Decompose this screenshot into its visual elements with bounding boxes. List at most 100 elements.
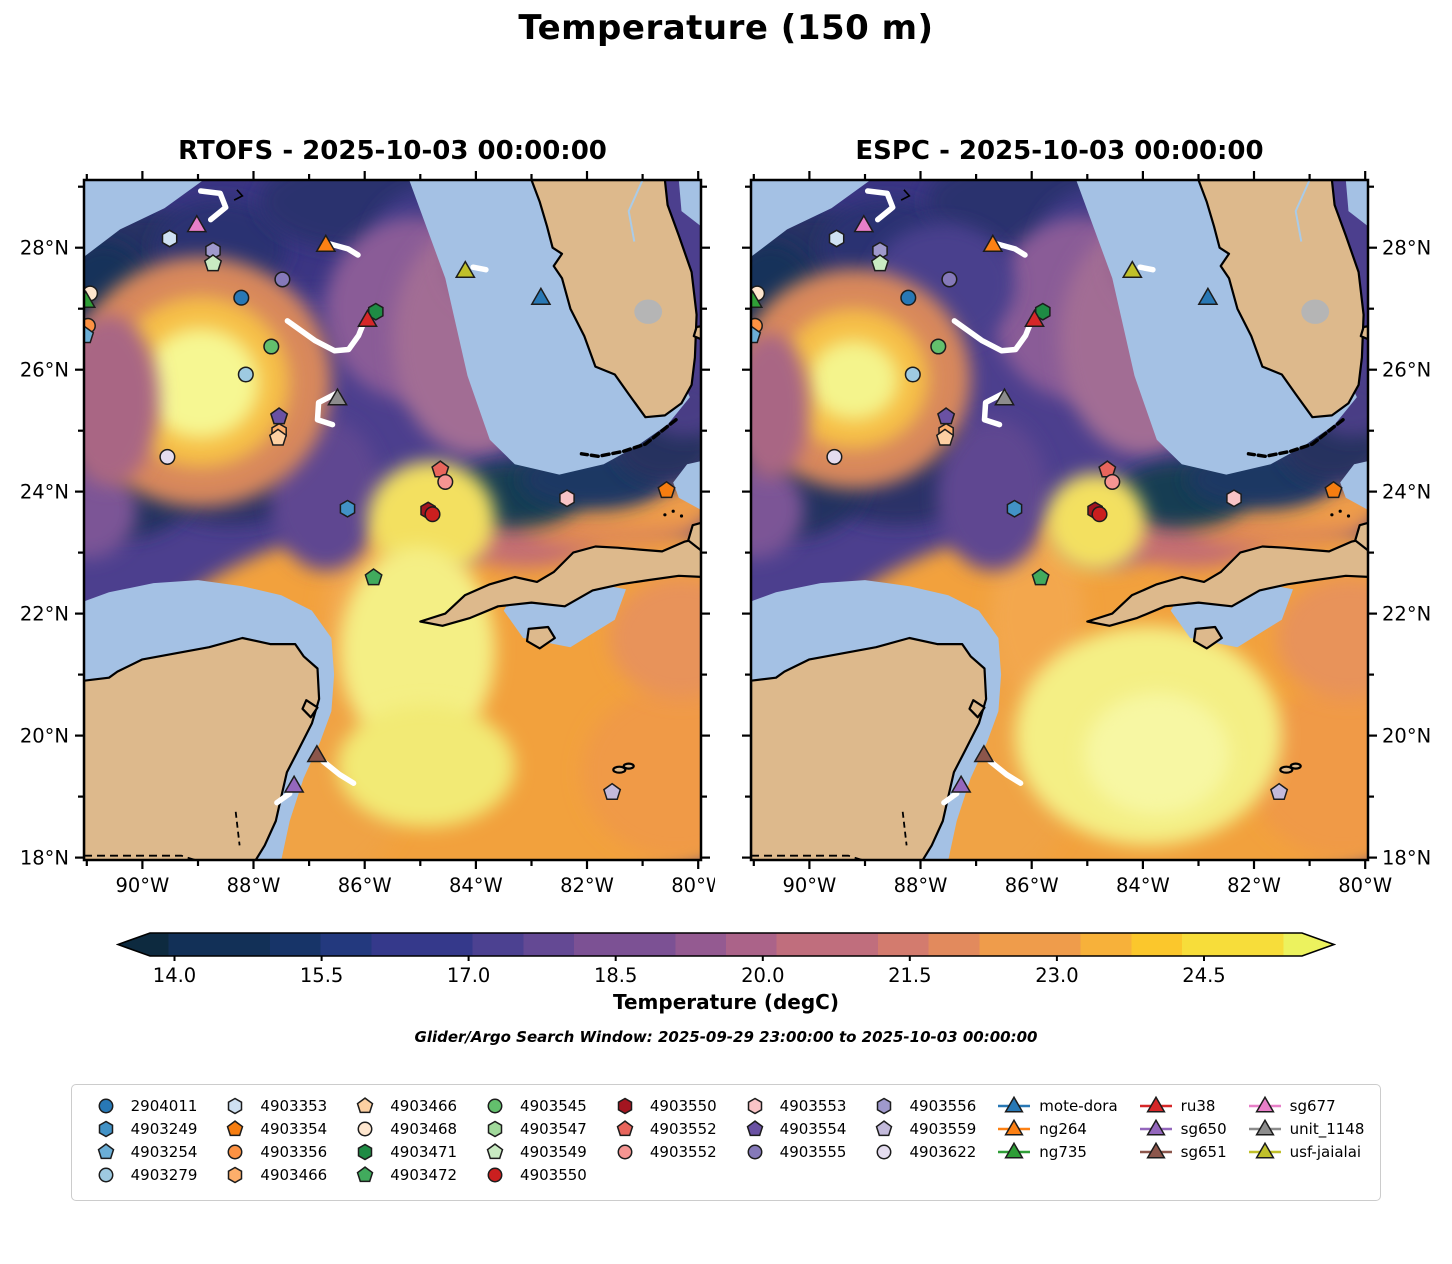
legend-marker-icon xyxy=(98,1098,114,1114)
legend-marker-4903552 xyxy=(617,1144,633,1160)
axis-ticks xyxy=(75,171,710,869)
legend-item-4903545: 4903545 xyxy=(477,1095,587,1117)
axis-ticks xyxy=(742,171,1377,869)
lat-tick-label: 26°N xyxy=(20,359,69,382)
legend-item-4903279: 4903279 xyxy=(88,1164,198,1186)
lon-tick-label: 90°W xyxy=(115,874,169,897)
legend-marker-4903559 xyxy=(876,1120,893,1137)
panel-rtofs: RTOFS - 2025-10-03 00:00:00 90°W 88°W 86°W… xyxy=(16,136,715,914)
legend-label: 4903553 xyxy=(779,1097,847,1115)
marker-ng735 xyxy=(84,289,97,309)
marker-usf-jaialai xyxy=(454,260,476,279)
legend-marker-icon xyxy=(98,1167,114,1183)
axis-tick-labels: 90°W 88°W 86°W 84°W 82°W 80°W 28°N 26°N 24°N 22°N… xyxy=(20,237,715,897)
legend-marker-icon xyxy=(487,1098,503,1114)
legend-item-4903472: 4903472 xyxy=(347,1164,457,1186)
legend-label: 4903550 xyxy=(520,1166,587,1184)
colorbar-bar xyxy=(116,932,1336,957)
legend-marker-4903353 xyxy=(228,1097,243,1115)
legend-item-ng264: ng264 xyxy=(996,1118,1117,1140)
legend-marker-4903468 xyxy=(357,1121,373,1137)
legend-label: 4903472 xyxy=(390,1166,458,1184)
legend-marker-icon xyxy=(98,1120,113,1138)
marker-4903622 xyxy=(826,448,843,465)
cay-sal-specks xyxy=(679,514,684,518)
legend-marker-icon xyxy=(227,1144,243,1160)
legend-marker-icon xyxy=(1139,1141,1172,1159)
legend-label: 4903545 xyxy=(520,1097,587,1115)
legend-column-7: mote-dora ng264 ng735 xyxy=(996,1095,1118,1186)
legend-marker-sg650 xyxy=(1145,1118,1166,1136)
marker-4903249 xyxy=(1006,499,1023,518)
lat-tick-label: 18°N xyxy=(20,847,69,870)
legend-marker-icon xyxy=(227,1120,244,1137)
panel-espc-title: ESPC - 2025-10-03 00:00:00 xyxy=(855,136,1264,166)
map-rtofs: 90°W 88°W 86°W 84°W 82°W 80°W 28°N 26°N 24°N 22°N… xyxy=(20,171,715,897)
legend-item-4903549: 4903549 xyxy=(477,1141,587,1163)
legend-item-ng735: ng735 xyxy=(996,1141,1117,1163)
legend-label: 4903249 xyxy=(130,1120,198,1138)
legend-marker-icon xyxy=(97,1143,114,1160)
legend-marker-icon xyxy=(998,1141,1031,1159)
track-ng264 xyxy=(994,241,1028,258)
land-cayman xyxy=(622,762,635,770)
legend-marker-icon xyxy=(876,1120,893,1137)
shelf-mask xyxy=(1340,461,1368,510)
legend-marker-icon xyxy=(877,1144,892,1160)
map-panels-row: RTOFS - 2025-10-03 00:00:00 90°W 88°W 86°W… xyxy=(0,136,1452,914)
legend-label: 4903279 xyxy=(130,1166,198,1184)
legend-marker-sg677 xyxy=(1254,1095,1275,1113)
legend-label: ng264 xyxy=(1039,1120,1087,1138)
legend-label: ng735 xyxy=(1039,1143,1087,1161)
legend-item-4903555: 4903555 xyxy=(737,1141,846,1163)
lon-tick-label: 80°W xyxy=(1338,874,1392,897)
legend-marker-ng735 xyxy=(1004,1141,1024,1159)
legend-item-4903550: 4903550 xyxy=(477,1164,587,1186)
marker-mote-dora xyxy=(530,286,552,305)
legend-item-4903550: 4903550 xyxy=(607,1095,717,1117)
shelf-mask xyxy=(673,461,701,510)
lat-tick-label: 20°N xyxy=(20,725,69,748)
legend-marker-icon xyxy=(1248,1095,1281,1113)
border-dashed xyxy=(84,854,196,860)
land-cuba xyxy=(419,536,701,627)
legend-label: 4903356 xyxy=(260,1143,328,1161)
marker-4903545 xyxy=(930,338,947,355)
legend-marker-icon xyxy=(746,1120,764,1137)
legend-marker-4903550 xyxy=(617,1097,633,1115)
legend-column-1: 4903353 4903354 4903356 4903466 xyxy=(217,1095,327,1186)
border-dashed xyxy=(751,854,863,860)
legend-item-mote-dora: mote-dora xyxy=(996,1095,1118,1117)
marker-2904011 xyxy=(900,289,917,306)
marker-4903249 xyxy=(339,499,356,518)
legend-item-4903254: 4903254 xyxy=(88,1141,197,1163)
marker-4903471 xyxy=(1034,302,1051,321)
river xyxy=(627,180,644,242)
lon-tick-label: 90°W xyxy=(782,874,836,897)
cay-sal-specks xyxy=(1346,514,1351,518)
legend-label: usf-jaialai xyxy=(1289,1143,1362,1161)
figure-root: Temperature (150 m) RTOFS - 2025-10-03 0… xyxy=(0,8,1452,1264)
land-cozumel xyxy=(301,699,319,719)
land-cayman xyxy=(1289,762,1302,770)
legend-label: ru38 xyxy=(1180,1097,1216,1115)
legend-marker-4903254 xyxy=(97,1143,114,1160)
land-grand-bahama xyxy=(1359,325,1368,341)
land-yucatan xyxy=(751,636,988,860)
marker-sg651 xyxy=(306,744,328,763)
legend-label: 4903556 xyxy=(909,1097,977,1115)
land-bahamas xyxy=(1354,521,1368,552)
legend-label: 4903552 xyxy=(649,1120,717,1138)
legend-marker-usf-jaialai xyxy=(1254,1141,1275,1159)
legend-label: 4903471 xyxy=(390,1143,458,1161)
legend-marker-2904011 xyxy=(98,1098,114,1114)
lake-okeechobee xyxy=(1301,299,1330,324)
florida-keys xyxy=(579,417,678,459)
marker-unit_1148 xyxy=(327,387,348,406)
track-sg650 xyxy=(274,790,293,806)
legend-marker-icon xyxy=(617,1097,633,1115)
legend-marker-icon xyxy=(228,1097,243,1115)
lon-tick-label: 86°W xyxy=(1005,874,1059,897)
legend-column-8: ru38 sg650 sg651 xyxy=(1138,1095,1227,1186)
land-grand-bahama xyxy=(692,325,701,341)
